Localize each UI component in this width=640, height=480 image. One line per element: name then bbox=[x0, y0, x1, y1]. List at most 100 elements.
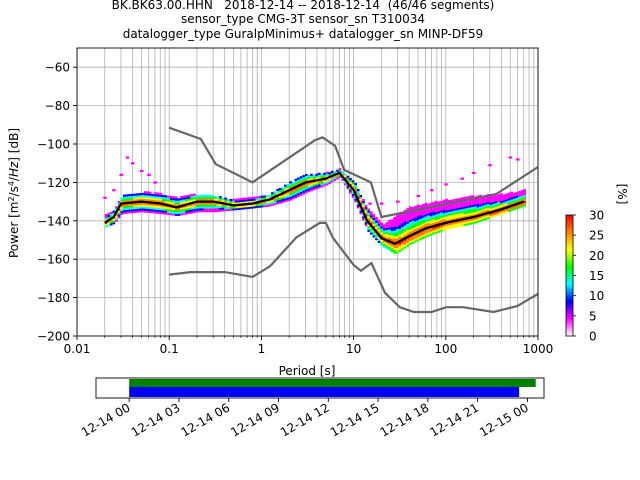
ppsd-cell bbox=[390, 228, 394, 232]
ppsd-cell bbox=[445, 214, 448, 217]
ppsd-cell bbox=[130, 197, 134, 200]
ppsd-cell bbox=[341, 178, 344, 182]
ppsd-cell bbox=[429, 204, 433, 207]
ppsd-cell bbox=[492, 215, 495, 218]
ppsd-cell bbox=[245, 205, 248, 208]
ppsd-cell bbox=[125, 211, 129, 214]
ppsd-cell bbox=[494, 200, 498, 204]
ppsd-cell bbox=[104, 217, 108, 220]
ppsd-cell bbox=[297, 187, 300, 190]
timeline-tick-label: 12-14 03 bbox=[129, 400, 183, 439]
ppsd-cell bbox=[133, 210, 136, 214]
ppsd-cell bbox=[148, 191, 152, 194]
ppsd-cell bbox=[458, 217, 461, 220]
ppsd-cell bbox=[442, 217, 446, 220]
ppsd-cell bbox=[460, 206, 464, 210]
ppsd-cell bbox=[377, 221, 381, 224]
ppsd-cell bbox=[317, 174, 321, 177]
ppsd-cell bbox=[195, 204, 199, 207]
ppsd-cell bbox=[388, 248, 391, 251]
ppsd-cell bbox=[206, 204, 209, 207]
ppsd-cell bbox=[156, 209, 160, 212]
ppsd-cell bbox=[518, 190, 521, 194]
ppsd-cell bbox=[291, 189, 295, 192]
ppsd-cell bbox=[115, 215, 118, 219]
ppsd-cell bbox=[206, 202, 209, 205]
ppsd-cell bbox=[385, 247, 389, 250]
ppsd-cell bbox=[442, 226, 446, 229]
timeline-tick-label: 12-14 09 bbox=[228, 400, 282, 439]
ppsd-cell bbox=[484, 204, 487, 207]
ppsd-cell bbox=[213, 202, 217, 205]
ppsd-cell bbox=[442, 201, 446, 204]
ppsd-cell bbox=[109, 219, 113, 222]
sparse-point bbox=[131, 162, 135, 165]
ppsd-cell bbox=[294, 190, 298, 193]
ppsd-cell bbox=[104, 213, 108, 217]
ppsd-cell bbox=[229, 206, 233, 209]
ppsd-cell bbox=[421, 213, 425, 216]
ppsd-cell bbox=[380, 232, 383, 235]
ppsd-cell bbox=[460, 216, 464, 219]
ppsd-cell bbox=[161, 212, 165, 215]
ppsd-cell bbox=[520, 195, 524, 198]
sparse-upper-points bbox=[103, 156, 520, 205]
ppsd-cell bbox=[151, 207, 155, 210]
sparse-point bbox=[430, 189, 434, 192]
ppsd-cell bbox=[388, 229, 391, 232]
ppsd-cell bbox=[429, 233, 433, 236]
ppsd-cell bbox=[518, 192, 521, 196]
ppsd-cell bbox=[356, 206, 360, 209]
ppsd-cell bbox=[263, 204, 266, 208]
ppsd-cell bbox=[476, 212, 480, 216]
ppsd-cell bbox=[242, 199, 246, 202]
ppsd-cell bbox=[122, 206, 126, 209]
ppsd-cell bbox=[320, 179, 324, 182]
ppsd-cell bbox=[260, 197, 264, 200]
ppsd-cell bbox=[359, 198, 363, 201]
ppsd-cell bbox=[416, 237, 420, 240]
ppsd-cell bbox=[401, 244, 404, 247]
ppsd-cell bbox=[252, 200, 256, 203]
ppsd-cell bbox=[427, 209, 430, 212]
ppsd-cell bbox=[486, 213, 490, 216]
ppsd-cell bbox=[388, 225, 391, 228]
ppsd-cell bbox=[364, 208, 368, 211]
ppsd-cell bbox=[109, 213, 113, 216]
ppsd-cell bbox=[167, 207, 170, 210]
ppsd-cell bbox=[398, 215, 402, 218]
ppsd-cell bbox=[349, 177, 352, 181]
ppsd-cell bbox=[429, 216, 433, 219]
ppsd-cell bbox=[492, 205, 495, 208]
ppsd-cell bbox=[486, 216, 490, 220]
timeline-bar-1 bbox=[129, 387, 520, 397]
sparse-point bbox=[139, 169, 144, 173]
ppsd-cell bbox=[125, 200, 129, 203]
ppsd-cell bbox=[442, 209, 446, 212]
ppsd-cell bbox=[416, 219, 420, 223]
ppsd-cell bbox=[143, 208, 147, 211]
ppsd-cell bbox=[143, 191, 147, 194]
ppsd-cell bbox=[250, 196, 253, 200]
ppsd-cell bbox=[390, 225, 394, 228]
ppsd-cell bbox=[242, 207, 246, 210]
ppsd-cell bbox=[130, 195, 134, 198]
ppsd-cell bbox=[484, 208, 487, 211]
ppsd-cell bbox=[445, 216, 448, 219]
colorbar-tick-label: 10 bbox=[589, 289, 604, 303]
ppsd-cell bbox=[307, 178, 311, 181]
ppsd-cell bbox=[174, 213, 178, 216]
ppsd-cell bbox=[398, 236, 402, 239]
ppsd-cell bbox=[388, 238, 391, 242]
ppsd-cell bbox=[211, 196, 214, 199]
ppsd-cell bbox=[219, 203, 222, 206]
ppsd-cell bbox=[367, 208, 370, 211]
ppsd-cell bbox=[437, 226, 441, 229]
y-tick-label: −80 bbox=[45, 99, 70, 113]
ppsd-cell bbox=[377, 229, 381, 232]
ppsd-cell bbox=[494, 204, 498, 207]
ppsd-cell bbox=[198, 210, 201, 213]
ppsd-cell bbox=[128, 211, 131, 214]
ppsd-cell bbox=[164, 201, 168, 204]
ppsd-cell bbox=[320, 175, 324, 178]
